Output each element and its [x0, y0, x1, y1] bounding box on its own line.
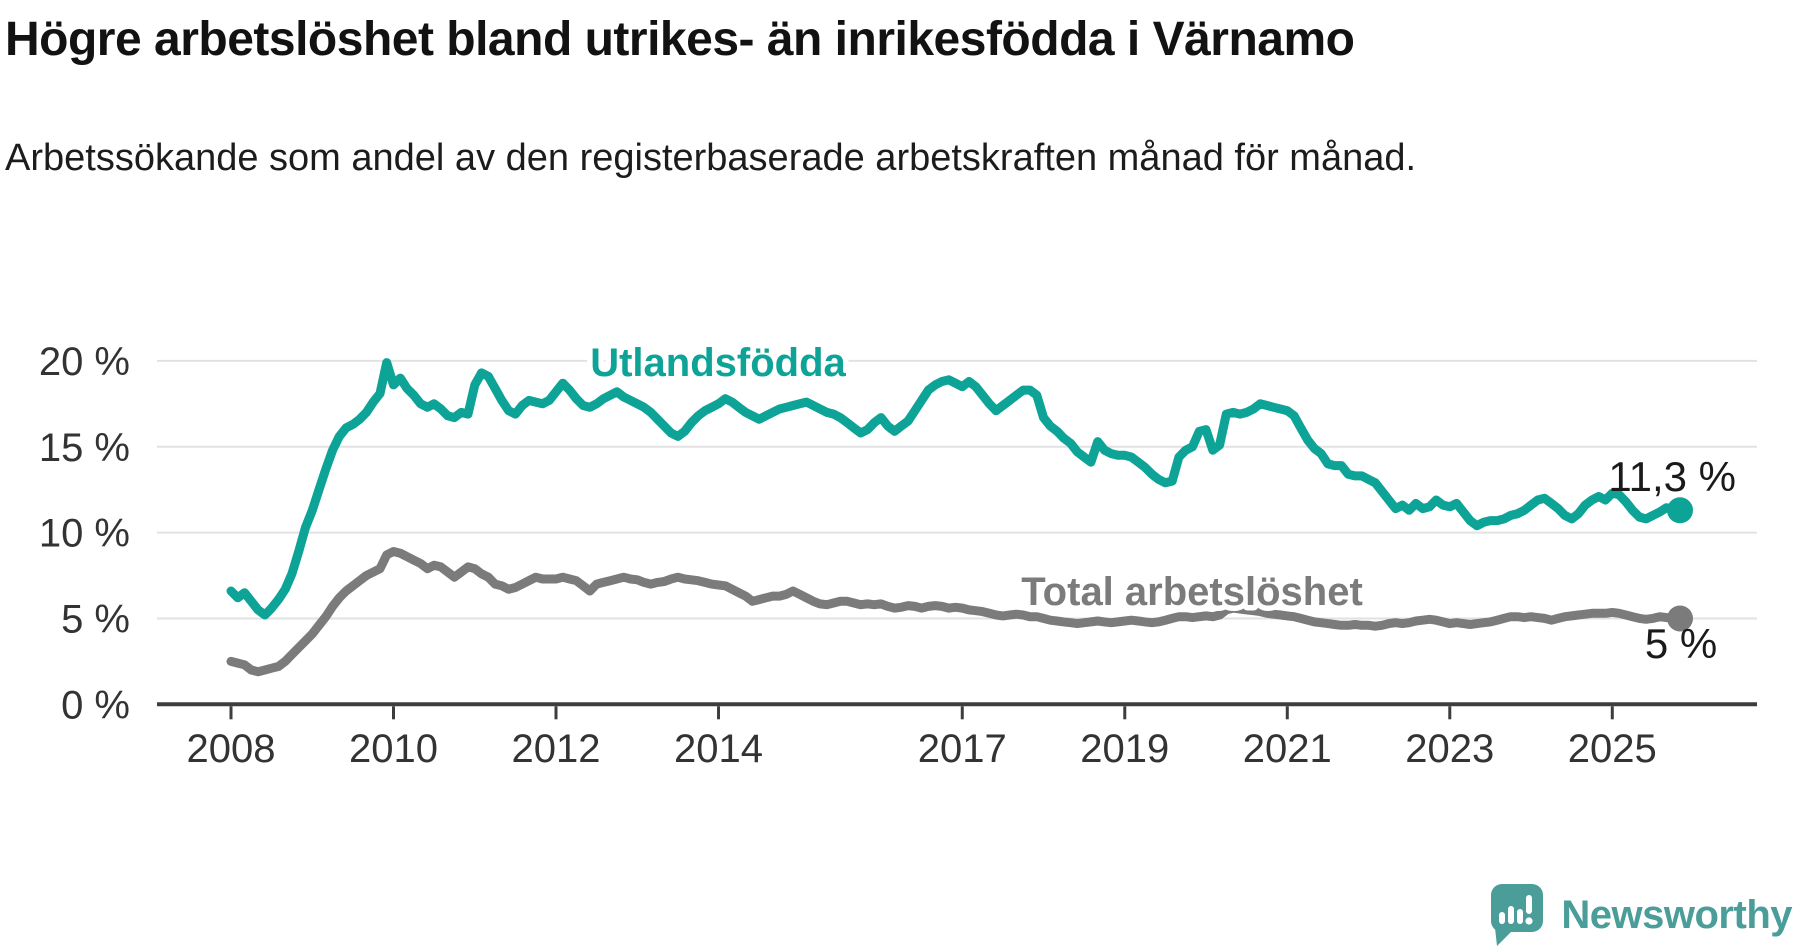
y-tick-label: 15 %	[39, 426, 130, 470]
series-inline-label: Utlandsfödda	[590, 341, 846, 385]
y-tick-label: 20 %	[39, 340, 130, 384]
newsworthy-chart-bubble-icon	[1491, 884, 1544, 946]
chart-title: Högre arbetslöshet bland utrikes- än inr…	[5, 13, 1355, 66]
chart-subtitle: Arbetssökande som andel av den registerb…	[5, 137, 1417, 179]
y-tick-label: 5 %	[61, 597, 130, 641]
x-tick-label: 2023	[1405, 727, 1494, 771]
x-tick-label: 2019	[1080, 727, 1169, 771]
branding: Newsworthy	[1489, 882, 1792, 948]
x-tick-label: 2014	[674, 727, 763, 771]
series-end-dot	[1667, 605, 1693, 632]
end-value-label-total: 5 %	[1645, 620, 1717, 667]
x-tick-label: 2017	[918, 727, 1007, 771]
series-line-total	[226, 547, 1685, 677]
y-tick-label: 10 %	[39, 512, 130, 556]
x-tick-label: 2010	[349, 727, 438, 771]
x-tick-label: 2025	[1568, 727, 1657, 771]
x-tick-label: 2008	[187, 727, 276, 771]
end-value-label-utlandsfodda: 11,3 %	[1608, 453, 1736, 500]
newsworthy-wordmark: Newsworthy	[1561, 892, 1792, 937]
series-line-utlandsfodda	[226, 358, 1685, 620]
x-tick-label: 2012	[512, 727, 601, 771]
series-inline-label: Total arbetslöshet	[1021, 570, 1363, 614]
x-tick-label: 2021	[1243, 727, 1332, 771]
y-tick-label: 0 %	[61, 683, 130, 727]
series-end-dot	[1667, 497, 1693, 524]
